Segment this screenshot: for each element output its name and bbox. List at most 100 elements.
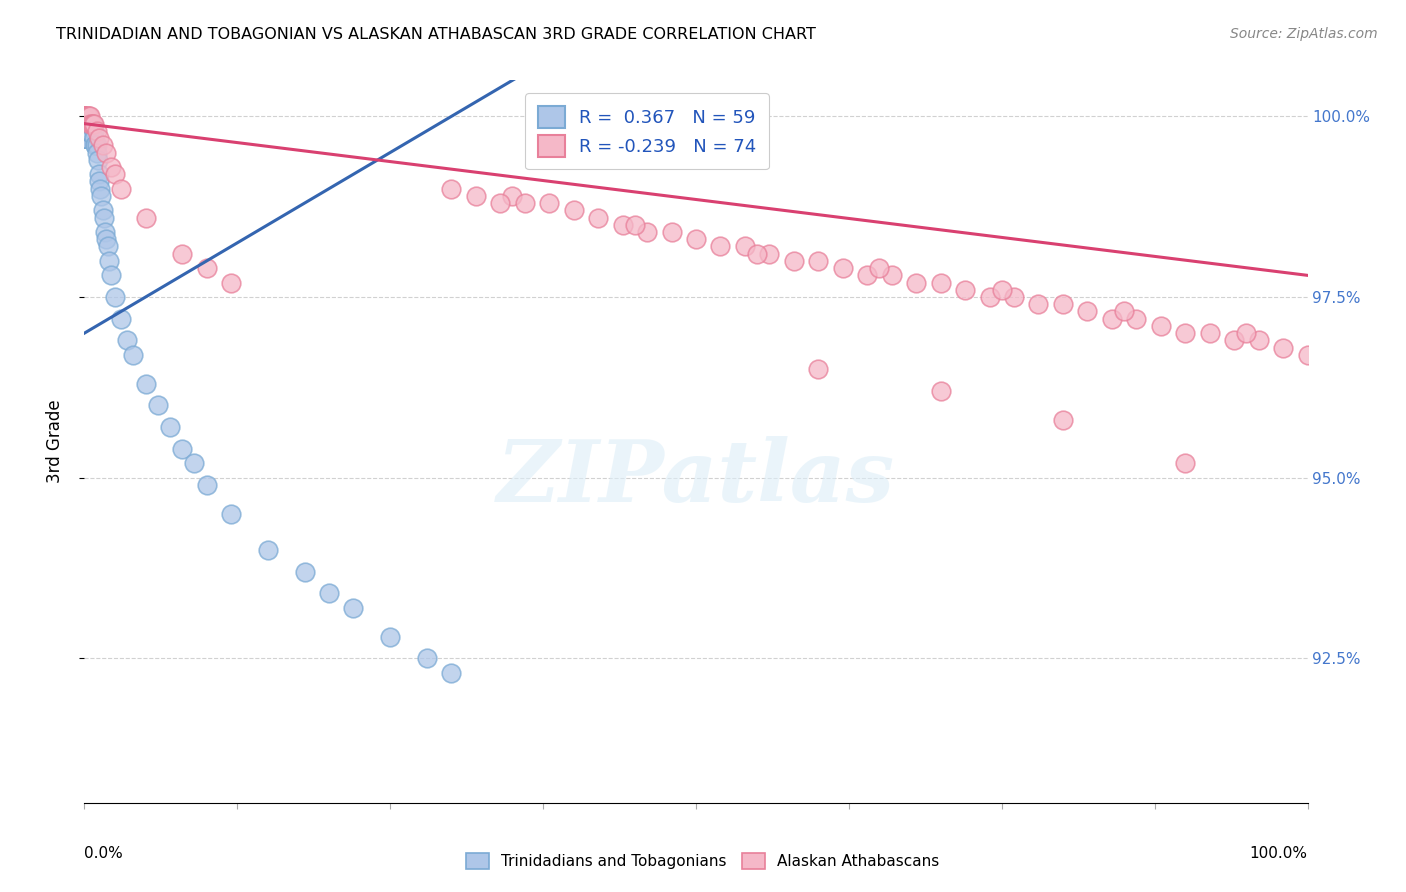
Point [73, 109, 96, 123]
Point [104, 167, 127, 181]
Point [94, 225, 117, 239]
Point [122, 348, 145, 362]
Point [159, 420, 181, 434]
Point [1125, 311, 1147, 326]
Point [807, 362, 830, 376]
Point [79, 117, 101, 131]
Point [1002, 290, 1025, 304]
Point [84, 138, 107, 153]
Point [77, 109, 100, 123]
Point [100, 160, 122, 174]
Point [79, 109, 101, 123]
Point [135, 376, 157, 391]
Point [513, 196, 536, 211]
Point [880, 268, 903, 283]
Point [73, 131, 96, 145]
Point [73, 109, 96, 123]
Point [1223, 334, 1246, 348]
Point [80, 117, 103, 131]
Point [104, 290, 127, 304]
Point [979, 290, 1001, 304]
Point [87, 167, 110, 181]
Point [77, 117, 100, 131]
Point [73, 109, 96, 123]
Point [380, 630, 402, 644]
Text: TRINIDADIAN AND TOBAGONIAN VS ALASKAN ATHABASCAN 3RD GRADE CORRELATION CHART: TRINIDADIAN AND TOBAGONIAN VS ALASKAN AT… [56, 27, 815, 42]
Point [73, 131, 96, 145]
Point [612, 218, 634, 232]
Point [82, 117, 104, 131]
Point [1296, 348, 1319, 362]
Point [172, 246, 194, 260]
Point [636, 225, 658, 239]
Point [856, 268, 879, 283]
Point [79, 117, 101, 131]
Point [416, 651, 439, 665]
Point [318, 586, 340, 600]
Point [73, 109, 96, 123]
Point [93, 211, 115, 225]
Point [146, 398, 169, 412]
Point [440, 665, 463, 680]
Legend: Trinidadians and Tobagonians, Alaskan Athabascans: Trinidadians and Tobagonians, Alaskan At… [460, 847, 946, 875]
Point [76, 124, 98, 138]
Point [83, 131, 105, 145]
Point [73, 131, 96, 145]
Point [73, 131, 96, 145]
Point [73, 109, 96, 123]
Point [115, 334, 138, 348]
Point [110, 311, 132, 326]
Point [783, 253, 806, 268]
Point [734, 239, 756, 253]
Point [83, 124, 105, 138]
Point [562, 203, 585, 218]
Point [1052, 297, 1074, 311]
Point [86, 145, 108, 160]
Point [82, 117, 104, 131]
Text: 100.0%: 100.0% [1250, 847, 1308, 861]
Y-axis label: 3rd Grade: 3rd Grade [45, 400, 63, 483]
Point [586, 211, 609, 225]
Point [1272, 341, 1295, 355]
Point [172, 442, 194, 456]
Point [90, 189, 112, 203]
Point [73, 109, 96, 123]
Point [502, 189, 524, 203]
Point [73, 131, 96, 145]
Point [91, 203, 114, 218]
Point [489, 196, 512, 211]
Point [87, 153, 110, 167]
Point [87, 174, 110, 188]
Point [1052, 413, 1074, 427]
Point [1174, 456, 1197, 470]
Point [747, 246, 769, 260]
Point [953, 283, 976, 297]
Point [76, 109, 98, 123]
Point [1174, 326, 1197, 340]
Point [183, 456, 205, 470]
Point [84, 138, 107, 153]
Point [1028, 297, 1050, 311]
Point [97, 253, 120, 268]
Point [195, 261, 218, 276]
Point [685, 232, 707, 246]
Point [73, 131, 96, 145]
Point [905, 276, 928, 290]
Point [73, 109, 96, 123]
Point [89, 181, 111, 195]
Point [96, 145, 118, 160]
Text: Source: ZipAtlas.com: Source: ZipAtlas.com [1230, 27, 1378, 41]
Point [1198, 326, 1220, 340]
Point [929, 384, 952, 398]
Point [87, 131, 110, 145]
Point [76, 124, 98, 138]
Point [80, 117, 103, 131]
Point [831, 261, 853, 276]
Point [440, 181, 463, 195]
Point [807, 253, 830, 268]
Text: 0.0%: 0.0% [84, 847, 124, 861]
Point [661, 225, 683, 239]
Text: ZIPatlas: ZIPatlas [496, 436, 896, 519]
Point [294, 565, 316, 579]
Point [135, 211, 157, 225]
